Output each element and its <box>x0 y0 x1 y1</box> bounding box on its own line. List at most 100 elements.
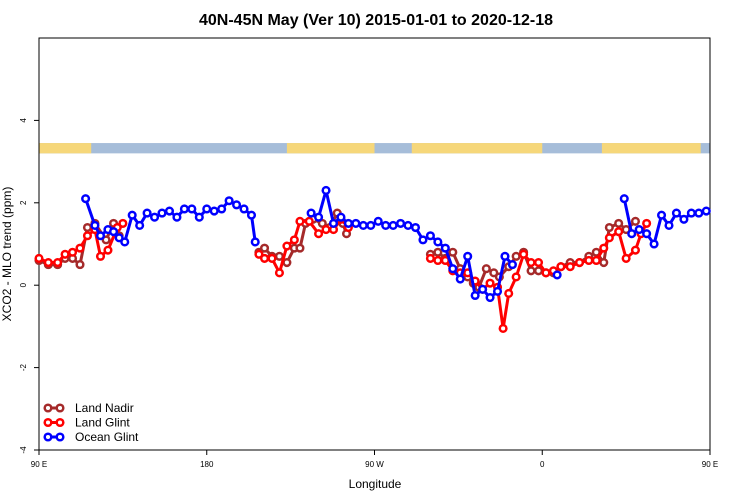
data-point <box>127 210 137 220</box>
data-point <box>75 260 85 270</box>
legend-label: Land Nadir <box>75 401 134 415</box>
land-band-segment <box>411 143 543 154</box>
data-point <box>239 204 249 214</box>
land-ocean-band <box>39 143 710 154</box>
land-band-segment <box>286 143 375 154</box>
data-point <box>217 204 227 214</box>
data-point <box>95 251 106 261</box>
data-point <box>95 231 106 241</box>
data-point <box>599 243 609 253</box>
legend-marker <box>55 403 65 413</box>
x-axis-label: Longitude <box>349 477 402 491</box>
data-point <box>135 220 145 231</box>
legend-marker <box>43 417 53 428</box>
data-point <box>507 260 517 270</box>
data-point <box>478 284 488 294</box>
data-point <box>511 272 521 282</box>
data-point <box>627 229 637 239</box>
data-point <box>630 216 640 226</box>
data-point <box>209 206 219 216</box>
data-point <box>157 208 167 218</box>
legend-marker <box>43 403 53 413</box>
data-point <box>584 255 594 266</box>
data-point <box>321 185 331 195</box>
data-point <box>254 249 264 259</box>
data-point <box>455 274 465 284</box>
data-point <box>614 227 624 237</box>
data-point <box>634 225 644 235</box>
data-point <box>60 249 70 259</box>
data-point <box>649 239 659 249</box>
series-ocean-glint <box>81 185 711 303</box>
data-point <box>246 210 257 220</box>
data-point <box>403 220 413 231</box>
data-point <box>621 253 631 263</box>
data-point <box>433 247 443 257</box>
data-point <box>343 218 353 228</box>
data-point <box>565 262 575 272</box>
data-point <box>526 257 536 268</box>
y-tick-label: -2 <box>19 363 28 371</box>
data-point <box>433 255 443 266</box>
data-point <box>433 237 443 247</box>
legend-item: Ocean Glint <box>43 430 139 444</box>
data-point <box>448 264 458 274</box>
data-point <box>295 216 305 226</box>
legend-label: Ocean Glint <box>75 430 139 444</box>
data-point <box>295 243 305 253</box>
data-point <box>373 216 383 226</box>
data-point <box>599 257 609 268</box>
data-point <box>172 212 182 222</box>
data-point <box>187 204 197 214</box>
data-point <box>425 253 435 263</box>
x-axis: 90 E 180 90 W 0 90 E <box>31 450 718 469</box>
data-point <box>656 210 667 220</box>
data-point <box>304 216 314 226</box>
data-point <box>232 200 242 210</box>
data-point <box>179 204 189 214</box>
data-point <box>109 227 119 237</box>
data-point <box>552 270 562 280</box>
x-tick-label: 90 E <box>31 460 47 469</box>
data-point <box>500 251 510 261</box>
data-point <box>489 268 499 278</box>
data-point <box>533 257 544 268</box>
data-point <box>267 253 277 263</box>
data-point <box>321 225 331 235</box>
data-point <box>664 220 674 231</box>
data-point <box>470 290 480 301</box>
y-tick-label: 2 <box>19 200 28 205</box>
data-point <box>358 220 368 231</box>
data-point <box>282 257 292 268</box>
data-point <box>410 222 421 233</box>
data-point <box>526 266 536 276</box>
data-point <box>68 247 78 257</box>
data-point <box>619 194 629 204</box>
data-point <box>34 253 44 263</box>
data-point <box>351 218 361 228</box>
data-point <box>82 222 93 233</box>
data-point <box>120 237 130 247</box>
data-point <box>306 208 316 218</box>
data-point <box>150 212 160 222</box>
data-point <box>366 220 376 231</box>
data-point <box>440 243 450 253</box>
legend-item: Land Nadir <box>43 401 134 415</box>
data-point <box>202 204 212 214</box>
data-point <box>75 243 85 253</box>
data-point <box>556 262 566 272</box>
y-tick-label: 4 <box>19 118 28 123</box>
x-tick-label: 0 <box>540 460 545 469</box>
data-point <box>425 231 435 241</box>
data-point <box>701 206 711 216</box>
data-point <box>604 233 614 243</box>
data-point <box>492 286 503 296</box>
data-point <box>101 235 111 245</box>
data-point <box>274 268 284 278</box>
data-point <box>53 257 63 268</box>
data-point <box>314 212 324 222</box>
y-tick-label: 0 <box>19 282 28 287</box>
data-point <box>614 218 624 228</box>
data-point <box>336 212 346 222</box>
